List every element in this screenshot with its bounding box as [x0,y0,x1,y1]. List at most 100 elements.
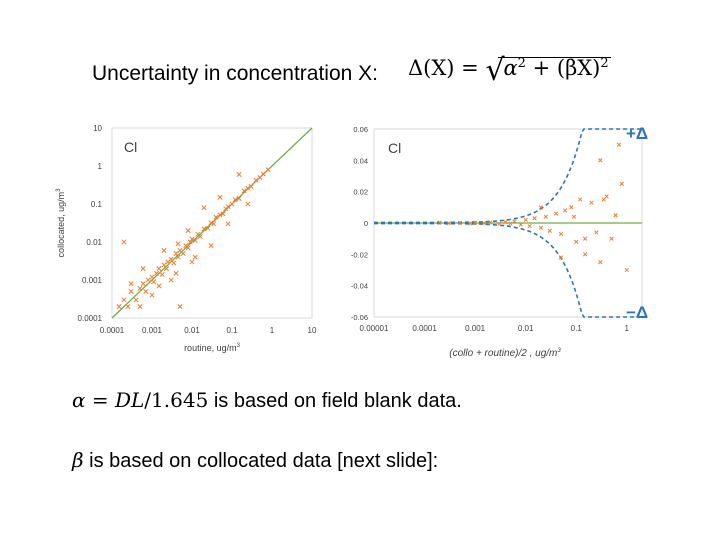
data-point [558,255,564,260]
data-point [553,211,559,216]
formula-lhs: Δ(X) = [408,56,479,80]
data-point [173,270,179,276]
data-point [225,204,231,210]
x-tick-label: 1 [270,326,275,335]
data-point [156,266,162,272]
y-tick-label: -0.06 [351,313,368,322]
data-point [125,304,131,310]
data-point [245,185,251,191]
x-tick-label: 0.001 [465,324,486,333]
data-point [512,219,517,224]
data-point [569,205,574,210]
y-tick-label: 0.04 [353,156,368,165]
data-point [208,243,214,249]
y-tick-label: 0.1 [91,200,103,209]
data-point [128,281,134,287]
data-point [598,158,603,163]
plus-delta-curve [374,128,642,224]
data-point [133,297,139,303]
y-tick-label: 0.0001 [78,314,103,323]
x-tick-label: 0.0001 [412,324,437,333]
data-point [265,167,271,173]
y-tick-label: 0 [364,219,368,228]
x-tick-label: 0.001 [142,326,163,335]
x-tick-label: 0.1 [226,326,238,335]
data-point [161,247,167,253]
data-point [173,250,179,256]
one-to-one-line [111,127,313,319]
data-point [503,219,508,225]
data-point [589,200,594,205]
data-point [481,221,487,226]
data-point [543,214,548,219]
data-point [143,288,149,294]
data-point [241,188,247,194]
y-tick-label: 0.01 [86,238,102,247]
data-point [189,259,195,265]
data-point [145,277,151,283]
y-tick-label: 10 [93,124,102,133]
data-point [225,221,231,227]
data-point [547,228,552,233]
x-tick-label: 10 [308,326,317,335]
uncertainty-formula: Δ(X) = √ α2 + (βX)2 [408,53,611,88]
data-point [598,260,603,265]
x-tick-label: 0.01 [184,326,200,335]
data-point [468,221,473,226]
minus-delta-label: −Δ [626,303,648,322]
minus-delta-curve [374,222,642,318]
data-point [523,217,528,223]
title-text: Uncertainty in concentration X: [92,62,378,85]
y-tick-label: -0.04 [351,282,368,291]
y-tick-label: 1 [98,162,103,171]
data-point [205,225,211,231]
data-point [562,208,568,213]
y-tick-label: -0.02 [351,250,368,259]
data-point [538,225,544,230]
data-point [121,239,127,245]
chart-collocated-vs-routine: 0.0001 0.001 0.01 0.1 1 10 0.0001 0.001 0.01 0.1 1… [56,124,317,353]
data-point [161,262,167,268]
data-point [619,181,625,186]
data-point [217,194,223,200]
data-point [601,197,606,202]
formula-alpha: α [503,56,518,80]
data-point [211,221,217,227]
x-tick-label: 1 [625,324,630,333]
beta-statement: β is based on collocated data [next slid… [72,448,438,473]
data-point [140,266,146,272]
data-point [497,221,502,226]
data-point [624,267,629,273]
data-point [189,236,195,242]
data-point [571,214,577,219]
formula-beta-term: + (βX) [525,56,601,80]
data-point [518,222,523,227]
data-point [137,285,143,291]
data-point [609,236,614,241]
data-point [213,214,219,220]
data-point [197,233,203,240]
x-tick-label: 0.01 [518,324,534,333]
data-point [245,201,251,207]
alpha-lhs: α = DL [72,388,145,412]
data-point [578,197,583,202]
data-point [457,220,463,225]
data-point [446,221,451,226]
data-point [175,254,181,260]
data-point [159,271,165,278]
data-point [527,223,532,229]
data-point [116,304,122,310]
data-point [613,213,618,218]
x-tick-label: 0.1 [571,324,583,333]
data-point [558,231,564,237]
sqrt-expression: √ α2 + (βX)2 [485,53,611,88]
data-point [192,254,198,260]
x-tick-label: 0.0001 [100,326,125,335]
plus-delta-label: +Δ [626,124,648,143]
data-point [140,281,146,287]
data-point [208,220,214,226]
x-axis-label: routine, ug/m3 [184,343,241,353]
data-point [156,283,162,289]
alpha-text: is based on field blank data. [208,390,462,412]
data-point [201,226,207,232]
